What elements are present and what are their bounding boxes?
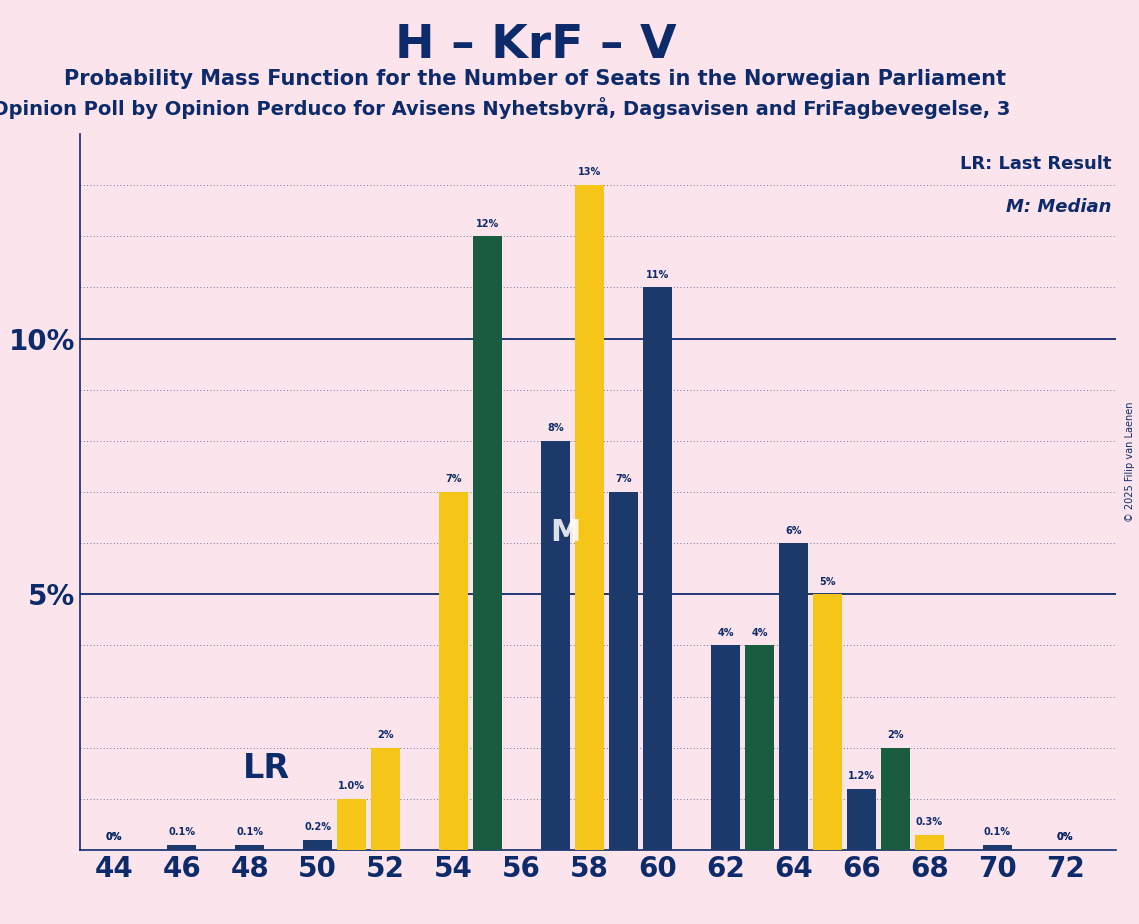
- Bar: [371, 748, 400, 850]
- Text: 0%: 0%: [1057, 833, 1073, 843]
- Text: LR: LR: [243, 752, 290, 784]
- Text: 0.1%: 0.1%: [169, 827, 195, 837]
- Text: 0%: 0%: [106, 833, 122, 843]
- Text: 0%: 0%: [1057, 833, 1073, 843]
- Text: 2%: 2%: [377, 730, 394, 740]
- Text: 11%: 11%: [646, 270, 669, 280]
- Text: 5%: 5%: [819, 577, 836, 587]
- Text: 12%: 12%: [476, 219, 499, 228]
- Text: 13%: 13%: [577, 167, 601, 177]
- Text: 1.0%: 1.0%: [338, 782, 366, 791]
- Bar: [880, 748, 910, 850]
- Text: 6%: 6%: [785, 526, 802, 536]
- Text: 4%: 4%: [751, 627, 768, 638]
- Bar: [983, 845, 1011, 850]
- Bar: [644, 287, 672, 850]
- Text: Opinion Poll by Opinion Perduco for Avisens Nyhetsbyrå, Dagsavisen and FriFagbev: Opinion Poll by Opinion Perduco for Avis…: [0, 97, 1010, 119]
- Bar: [813, 594, 842, 850]
- Bar: [847, 789, 876, 850]
- Text: M: Median: M: Median: [1006, 199, 1111, 216]
- Text: 0.2%: 0.2%: [304, 822, 331, 833]
- Text: Probability Mass Function for the Number of Seats in the Norwegian Parliament: Probability Mass Function for the Number…: [64, 69, 1007, 90]
- Bar: [745, 646, 773, 850]
- Text: H – KrF – V: H – KrF – V: [394, 23, 677, 68]
- Bar: [915, 834, 944, 850]
- Text: 0.3%: 0.3%: [916, 817, 943, 827]
- Text: LR: Last Result: LR: Last Result: [959, 155, 1111, 174]
- Text: 4%: 4%: [718, 627, 734, 638]
- Bar: [236, 845, 264, 850]
- Bar: [337, 799, 366, 850]
- Bar: [167, 845, 196, 850]
- Text: M: M: [550, 518, 581, 547]
- Text: 1.2%: 1.2%: [847, 771, 875, 781]
- Text: 7%: 7%: [445, 474, 461, 484]
- Bar: [541, 441, 570, 850]
- Bar: [711, 646, 740, 850]
- Bar: [473, 237, 502, 850]
- Bar: [303, 840, 333, 850]
- Bar: [609, 492, 638, 850]
- Text: © 2025 Filip van Laenen: © 2025 Filip van Laenen: [1125, 402, 1134, 522]
- Text: 8%: 8%: [547, 423, 564, 433]
- Bar: [575, 185, 604, 850]
- Text: 2%: 2%: [887, 730, 903, 740]
- Text: 0.1%: 0.1%: [984, 827, 1010, 837]
- Text: 0.1%: 0.1%: [236, 827, 263, 837]
- Bar: [779, 543, 808, 850]
- Text: 0%: 0%: [106, 833, 122, 843]
- Bar: [440, 492, 468, 850]
- Text: 7%: 7%: [615, 474, 632, 484]
